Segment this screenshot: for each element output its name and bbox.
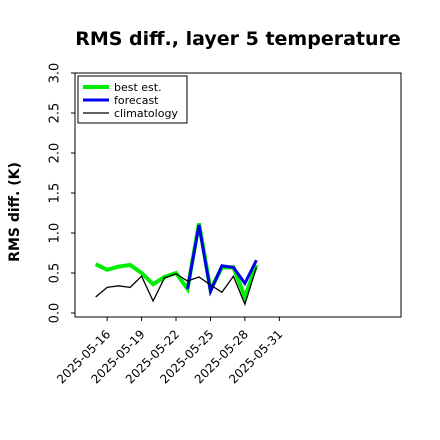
y-tick-label: 1.5 [48, 183, 63, 204]
series-line-climatology [95, 267, 258, 307]
chart-title: RMS diff., layer 5 temperature [75, 28, 401, 50]
y-tick-label: 1.0 [48, 223, 63, 244]
legend-label: best est. [114, 81, 162, 94]
y-tick-label: 2.5 [48, 103, 63, 124]
series-layer [94, 223, 259, 307]
y-tick-label: 0.0 [48, 303, 63, 324]
legend-label: climatology [114, 107, 178, 120]
x-axis: 2025-05-162025-05-192025-05-222025-05-25… [54, 317, 285, 386]
y-tick-label: 2.0 [48, 143, 63, 164]
y-tick-label: 3.0 [48, 63, 63, 84]
y-axis-label: RMS diff. (K) [7, 162, 23, 262]
y-tick-label: 0.5 [48, 263, 63, 284]
series-line-forecast [186, 224, 258, 297]
legend-label: forecast [114, 94, 159, 107]
y-axis: 0.0 0.5 1.0 1.5 2.0 2.5 3.0 [48, 63, 75, 324]
plot-frame [74, 72, 402, 318]
